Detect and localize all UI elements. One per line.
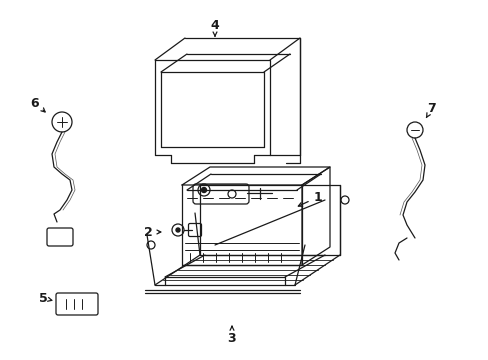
Text: 3: 3 [227, 332, 236, 345]
Circle shape [176, 228, 180, 232]
Text: 5: 5 [39, 292, 47, 305]
Text: 6: 6 [31, 96, 39, 109]
Text: 1: 1 [313, 190, 322, 203]
Circle shape [201, 188, 206, 193]
Text: 7: 7 [427, 102, 435, 114]
Text: 2: 2 [143, 225, 152, 239]
Text: 4: 4 [210, 18, 219, 32]
